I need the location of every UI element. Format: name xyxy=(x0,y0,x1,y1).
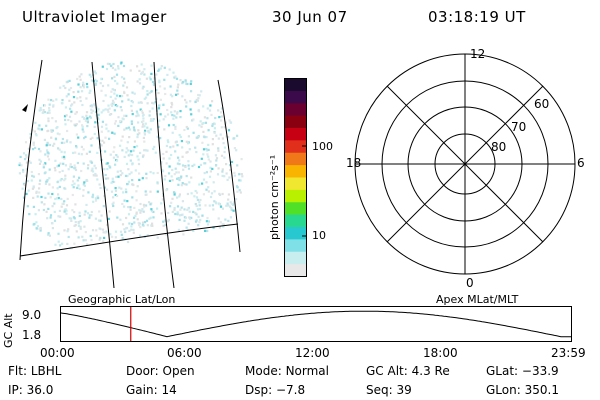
status-glat: GLat: −33.9 xyxy=(486,364,559,378)
colorbar-segment xyxy=(284,251,307,265)
colorbar-segment xyxy=(284,177,307,191)
status-gc-alt: GC Alt: 4.3 Re xyxy=(366,364,450,378)
status-gain: Gain: 14 xyxy=(126,383,177,397)
altitude-plot xyxy=(60,306,572,342)
mlt-label-12: 12 xyxy=(470,47,486,61)
longitude-line xyxy=(217,79,241,253)
colorbar-segment xyxy=(284,189,307,203)
colorbar-segment xyxy=(284,214,307,228)
colorbar-segment xyxy=(284,115,307,129)
colorbar-segment xyxy=(284,140,307,154)
mlt-line-diag xyxy=(386,85,544,243)
uv-image-panel xyxy=(18,59,244,288)
colorbar-unit-label: photon cm⁻²s⁻¹ xyxy=(268,154,281,240)
mlt-label-0: 0 xyxy=(466,276,474,290)
status-filter: Flt: LBHL xyxy=(8,364,62,378)
colorbar-segment xyxy=(284,165,307,179)
mlat-label-70: 70 xyxy=(511,120,527,134)
colorbar-segment xyxy=(284,202,307,216)
altitude-axis-label: GC Alt xyxy=(2,313,15,348)
colorbar-segment xyxy=(284,239,307,253)
status-glon: GLon: 350.1 xyxy=(486,383,559,397)
time-tick-1200: 12:00 xyxy=(295,346,330,360)
mlat-label-80: 80 xyxy=(491,140,507,154)
longitude-line xyxy=(91,61,115,288)
time-tick-0000: 00:00 xyxy=(40,346,75,360)
status-dsp: Dsp: −7.8 xyxy=(245,383,306,397)
limb-mark xyxy=(22,104,28,112)
longitude-line xyxy=(19,59,43,261)
geographic-grid-label: Geographic Lat/Lon xyxy=(68,293,176,306)
colorbar-tick-100: 100 xyxy=(312,140,333,153)
status-ip: IP: 36.0 xyxy=(8,383,54,397)
color-scale-bar xyxy=(284,78,307,278)
apex-grid-label: Apex MLat/MLT xyxy=(436,293,519,306)
altitude-tick-9: 9.0 xyxy=(22,308,42,322)
time-tick-0600: 06:00 xyxy=(167,346,202,360)
mlt-label-18: 18 xyxy=(346,156,362,170)
status-seq: Seq: 39 xyxy=(366,383,412,397)
latitude-line xyxy=(19,223,239,257)
mlt-label-6: 6 xyxy=(577,156,585,170)
colorbar-segment xyxy=(284,90,307,104)
status-mode: Mode: Normal xyxy=(245,364,329,378)
colorbar-segment xyxy=(284,152,307,166)
date-label: 30 Jun 07 xyxy=(272,8,348,26)
instrument-title: Ultraviolet Imager xyxy=(22,8,167,26)
orbit-altitude-curve xyxy=(60,310,572,338)
status-door: Door: Open xyxy=(126,364,195,378)
altitude-tick-1-8: 1.8 xyxy=(22,328,42,342)
colorbar-segment xyxy=(284,78,307,92)
colorbar-tick-10: 10 xyxy=(312,229,326,242)
colorbar-segment xyxy=(284,227,307,240)
geographic-grid xyxy=(19,59,241,288)
time-tick-1800: 18:00 xyxy=(423,346,458,360)
colorbar-segment xyxy=(284,264,307,278)
colorbar-segment xyxy=(284,128,307,141)
time-tick-2359: 23:59 xyxy=(551,346,586,360)
time-label: 03:18:19 UT xyxy=(428,8,526,26)
colorbar-segment xyxy=(284,103,307,117)
longitude-line xyxy=(153,61,175,288)
mlat-label-60: 60 xyxy=(534,97,550,111)
polar-mlt-plot xyxy=(354,53,576,275)
uv-image-speckles xyxy=(18,61,244,250)
